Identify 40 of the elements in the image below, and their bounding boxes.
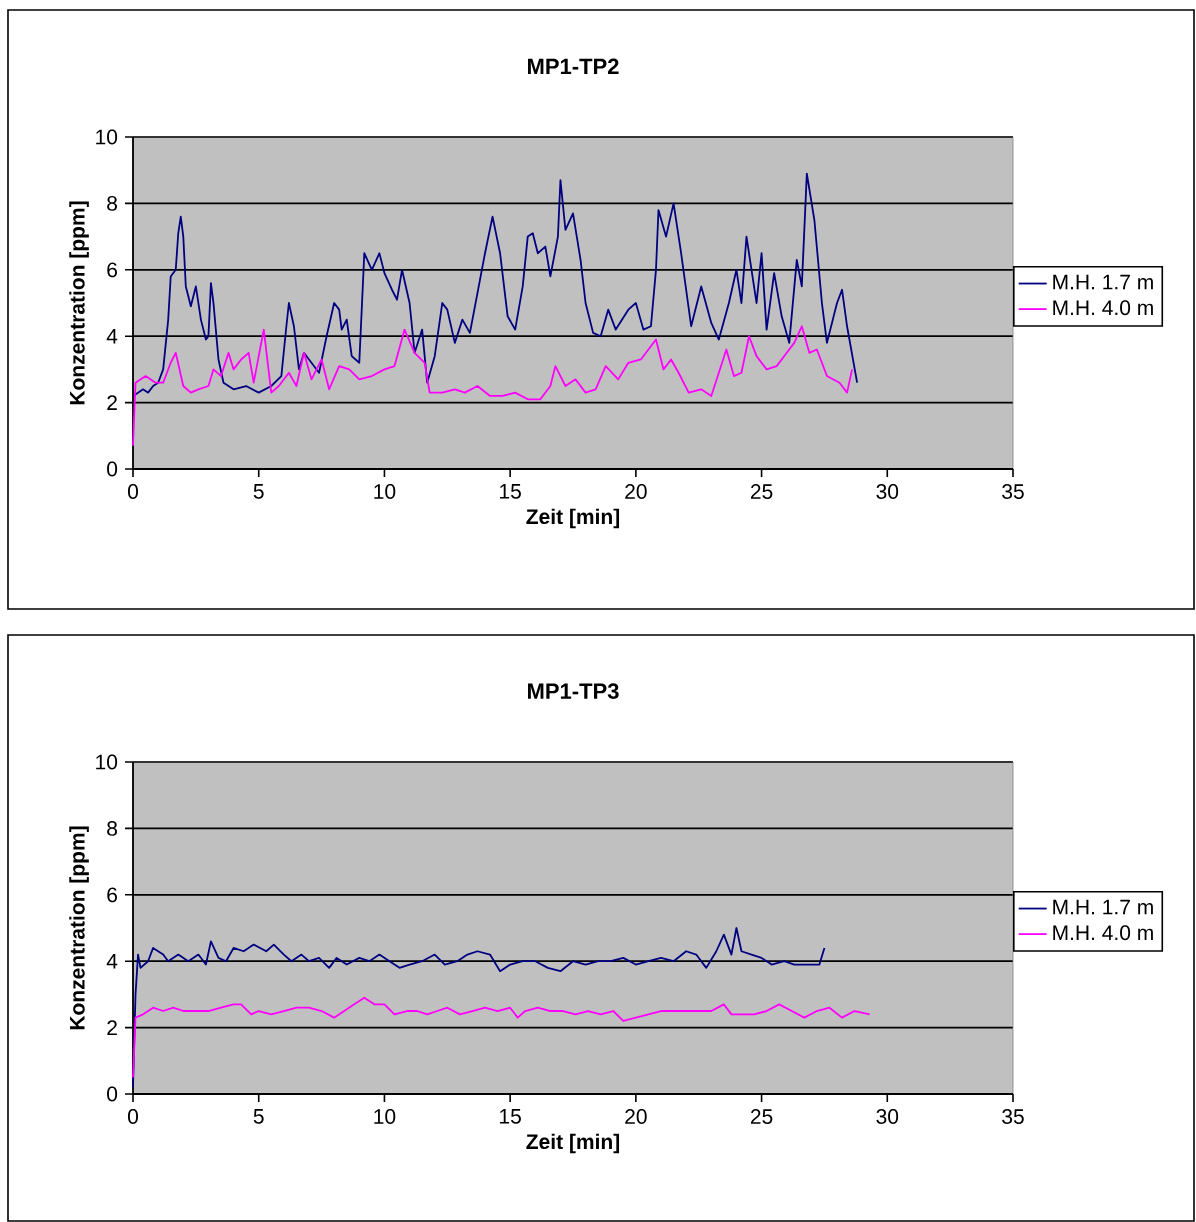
y-tick-label: 10 — [96, 129, 118, 145]
y-tick-label: 6 — [107, 887, 118, 903]
x-tick-label: 30 — [876, 484, 899, 499]
x-tick-label: 5 — [253, 1109, 264, 1124]
x-tick-label: 35 — [1002, 1109, 1024, 1124]
legend-label: M.H. 1.7 m — [1053, 899, 1153, 915]
x-tick-label: 20 — [625, 1109, 647, 1124]
x-tick-label: 35 — [1002, 484, 1024, 499]
x-tick-label: 15 — [500, 1109, 521, 1124]
x-tick-label: 0 — [127, 484, 139, 499]
y-tick-label: 8 — [107, 821, 118, 836]
x-tick-label: 25 — [750, 484, 773, 499]
y-tick-label: 2 — [107, 1020, 117, 1035]
x-tick-label: 15 — [500, 484, 521, 499]
y-tick-label: 10 — [96, 754, 118, 770]
x-tick-label: 30 — [876, 1109, 899, 1124]
legend-label: M.H. 4.0 m — [1053, 300, 1153, 316]
y-tick-label: 2 — [107, 395, 117, 410]
x-tick-label: 20 — [625, 484, 647, 499]
y-tick-label: 0 — [107, 1086, 118, 1102]
x-tick-label: 25 — [750, 1109, 773, 1124]
y-tick-label: 4 — [106, 954, 118, 969]
chart-title: MP1-TP2 — [528, 58, 619, 74]
legend-label: M.H. 4.0 m — [1053, 925, 1153, 941]
x-tick-label: 5 — [253, 484, 264, 499]
x-tick-label: 10 — [374, 1109, 396, 1124]
x-axis-title: Zeit [min] — [526, 1133, 620, 1154]
chart-title: MP1-TP3 — [528, 683, 619, 699]
y-tick-label: 0 — [107, 461, 118, 477]
y-axis-title: Konzentration [ppm] — [69, 201, 89, 405]
x-tick-label: 10 — [374, 484, 396, 499]
y-axis-title: Konzentration [ppm] — [69, 826, 89, 1030]
line-series — [132, 325, 853, 447]
line-series — [132, 172, 859, 397]
x-tick-label: 0 — [127, 1109, 139, 1124]
y-tick-label: 8 — [107, 195, 118, 211]
legend-label: M.H. 1.7 m — [1053, 274, 1153, 290]
y-tick-label: 6 — [107, 262, 118, 278]
x-axis-title: Zeit [min] — [526, 508, 620, 529]
y-tick-label: 4 — [106, 329, 118, 344]
